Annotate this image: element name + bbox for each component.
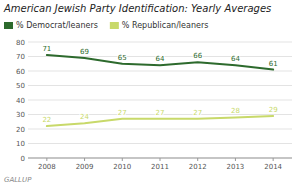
grid-line bbox=[28, 100, 292, 101]
data-label: 61 bbox=[269, 60, 278, 68]
legend-label: % Democrat/leaners bbox=[16, 21, 98, 30]
chart: American Jewish Party Identification: Ye… bbox=[0, 0, 300, 185]
grid-line bbox=[28, 85, 292, 86]
data-label: 66 bbox=[193, 52, 202, 60]
plot-area bbox=[47, 55, 273, 126]
data-label: 24 bbox=[80, 113, 89, 121]
y-tick-label: 80 bbox=[16, 39, 25, 47]
grid-line bbox=[28, 143, 292, 144]
x-tick-label: 2014 bbox=[264, 163, 282, 171]
x-tick-label: 2011 bbox=[151, 163, 169, 171]
x-tick bbox=[273, 158, 274, 161]
data-label: 28 bbox=[231, 107, 240, 115]
x-tick bbox=[235, 158, 236, 161]
y-tick-label: 0 bbox=[21, 155, 25, 163]
y-tick-label: 40 bbox=[16, 97, 25, 105]
y-tick-label: 60 bbox=[16, 68, 25, 76]
grid-line bbox=[28, 129, 292, 130]
x-tick bbox=[197, 158, 198, 161]
data-label: 71 bbox=[42, 45, 51, 53]
data-label: 27 bbox=[156, 109, 165, 117]
x-tick-label: 2012 bbox=[189, 163, 207, 171]
x-tick bbox=[122, 158, 123, 161]
data-label: 29 bbox=[269, 106, 278, 114]
x-tick-label: 2013 bbox=[227, 163, 245, 171]
y-tick-label: 20 bbox=[16, 126, 25, 134]
x-tick bbox=[160, 158, 161, 161]
data-label: 27 bbox=[193, 109, 202, 117]
legend-swatch bbox=[4, 22, 13, 29]
data-label: 27 bbox=[118, 109, 127, 117]
title: American Jewish Party Identification: Ye… bbox=[3, 3, 271, 14]
x-tick-label: 2008 bbox=[38, 163, 56, 171]
data-label: 64 bbox=[231, 55, 240, 63]
data-label: 65 bbox=[118, 54, 127, 62]
line bbox=[47, 55, 273, 70]
x-tick bbox=[46, 158, 47, 161]
x-tick bbox=[84, 158, 85, 161]
annotation: GALLUP bbox=[4, 176, 32, 184]
grid-line bbox=[28, 42, 292, 43]
y-tick-label: 50 bbox=[16, 82, 25, 90]
x-tick-label: 2009 bbox=[76, 163, 94, 171]
legend-swatch bbox=[110, 22, 119, 29]
y-tick-label: 70 bbox=[16, 53, 25, 61]
grid-line bbox=[28, 71, 292, 72]
data-label: 22 bbox=[42, 116, 51, 124]
data-label: 69 bbox=[80, 48, 89, 56]
legend-label: % Republican/leaners bbox=[122, 21, 209, 30]
x-tick-label: 2010 bbox=[113, 163, 131, 171]
y-tick-label: 30 bbox=[16, 111, 25, 119]
y-tick-label: 10 bbox=[16, 140, 25, 148]
data-label: 64 bbox=[156, 55, 165, 63]
